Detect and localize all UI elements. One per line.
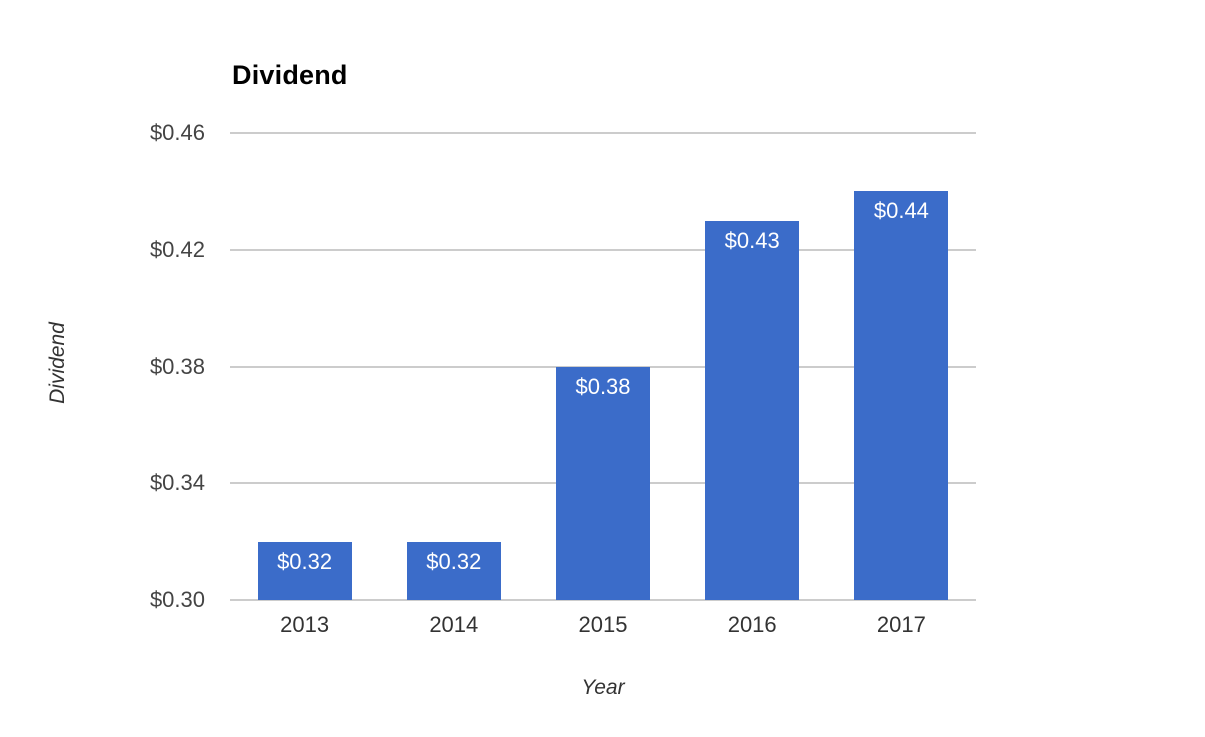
- bar-2013: $0.32: [257, 541, 352, 600]
- x-tick-label: 2015: [578, 612, 628, 637]
- y-tick-label: $0.34: [149, 470, 205, 496]
- bar-value-label: $0.44: [873, 198, 929, 224]
- bar-value-label: $0.32: [277, 548, 333, 574]
- y-tick-label: $0.38: [149, 353, 205, 379]
- x-axis-tick-labels: 2013 2014 2015 2016 2017: [230, 612, 976, 642]
- gridline: [230, 599, 976, 601]
- bar-value-label: $0.32: [426, 548, 482, 574]
- y-tick-label: $0.30: [149, 587, 205, 612]
- bar-value-label: $0.38: [575, 373, 631, 399]
- y-tick-label: $0.46: [149, 120, 205, 145]
- bar-value-label: $0.43: [724, 227, 780, 253]
- y-tick-label: $0.42: [149, 236, 205, 262]
- x-tick-label: 2016: [727, 612, 777, 637]
- gridline: [230, 132, 976, 134]
- plot-area: $0.32 $0.32 $0.38 $0.43 $0.44: [230, 132, 976, 601]
- x-tick-label: 2014: [429, 612, 479, 637]
- bar-2014: $0.32: [406, 541, 501, 600]
- chart-title: Dividend: [232, 60, 348, 90]
- x-tick-label: 2017: [876, 612, 926, 637]
- bar-2016: $0.43: [705, 220, 800, 600]
- bar-2015: $0.38: [556, 366, 650, 600]
- y-axis-tick-labels: $0.30 $0.34 $0.38 $0.42 $0.46: [0, 120, 205, 612]
- x-tick-label: 2013: [280, 612, 330, 637]
- gridline: [230, 248, 976, 251]
- x-axis-title: Year: [581, 676, 625, 699]
- bar-2017: $0.44: [854, 191, 949, 600]
